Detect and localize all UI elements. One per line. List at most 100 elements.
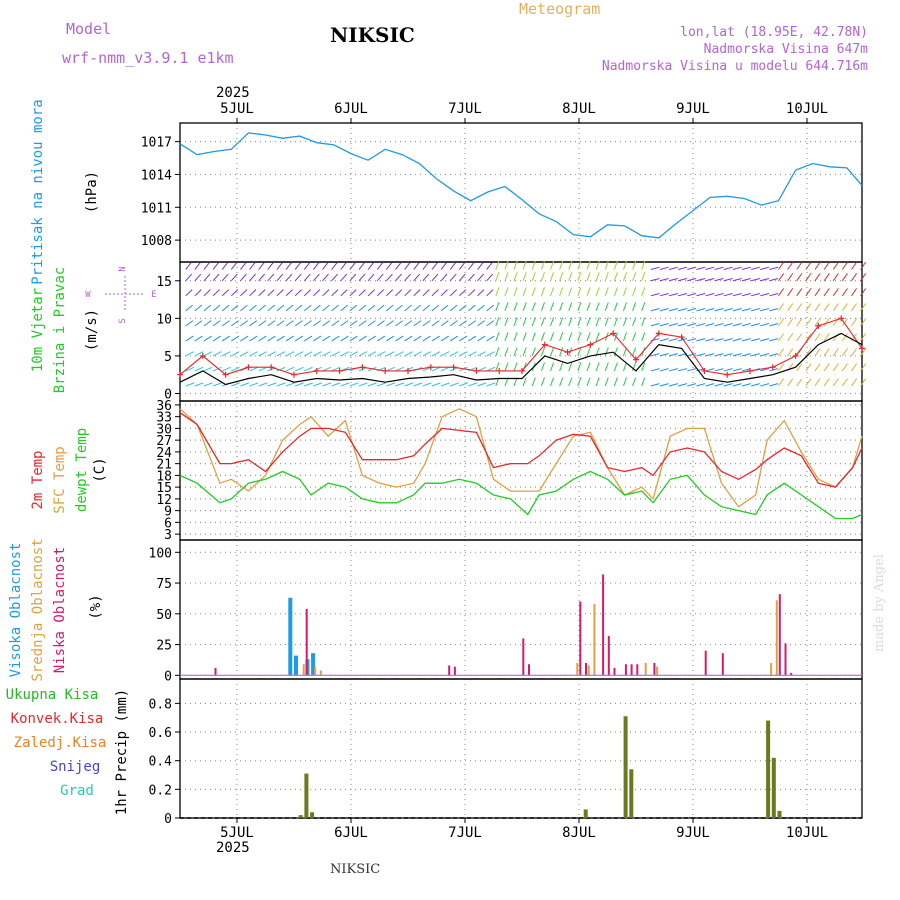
- wind-arrow: [559, 260, 564, 270]
- wind-arrow: [760, 278, 770, 282]
- wind-arrow: [385, 262, 393, 270]
- wind-arrow: [267, 289, 275, 297]
- wind-arrow: [240, 382, 250, 387]
- elevation-label: Nadmorska Visina 647m: [703, 42, 868, 57]
- wind-arrow: [449, 335, 459, 342]
- wind-arrow: [303, 304, 312, 312]
- y-tick-label: 5: [164, 350, 172, 365]
- wind-arrow: [331, 335, 340, 342]
- wind-arrow: [687, 368, 697, 372]
- wind-arrow: [413, 351, 422, 357]
- wind-arrow: [385, 273, 393, 282]
- wind-arrow: [705, 278, 715, 282]
- low-cloud-bar: [579, 601, 582, 676]
- wind-arrow: [687, 323, 697, 327]
- wind-arrow: [449, 262, 457, 270]
- wind-arrow: [769, 383, 779, 387]
- wind-arrow: [221, 351, 231, 357]
- y-tick-label: 3: [164, 528, 172, 543]
- wind-arrow: [276, 335, 285, 342]
- wind-arrow: [413, 335, 422, 342]
- wind-arrow: [386, 366, 395, 372]
- wind-arrow: [696, 278, 706, 282]
- wind-arrow: [440, 351, 450, 357]
- wind-arrow: [687, 278, 697, 282]
- wind-arrow: [276, 320, 285, 327]
- mid-cloud-bar: [587, 665, 590, 676]
- wind-arrow: [513, 362, 518, 372]
- wind-arrow: [650, 293, 660, 297]
- wind-arrow: [458, 262, 466, 270]
- wind-arrow: [422, 289, 430, 297]
- wind-arrow: [522, 260, 527, 270]
- wind-arrow: [422, 304, 431, 312]
- wind-arrow: [632, 332, 637, 342]
- wind-gust-marker: [291, 371, 297, 378]
- wind-arrow: [249, 273, 256, 282]
- wind-arrow: [340, 273, 348, 282]
- wind-arrow: [841, 363, 848, 372]
- wind-arrow: [796, 273, 803, 282]
- wind-gust-marker: [655, 330, 662, 337]
- wind-arrow: [349, 273, 357, 282]
- wind-arrow: [495, 287, 500, 296]
- wind-arrow: [705, 293, 715, 297]
- wind-arrow: [458, 289, 467, 297]
- wind-arrow: [814, 318, 821, 327]
- precip-legend-item: Grad: [60, 783, 94, 799]
- wind-arrow-field: [185, 260, 867, 387]
- wind-arrow: [240, 304, 248, 312]
- wind-arrow: [769, 266, 779, 270]
- wind-arrow: [559, 317, 564, 327]
- day-label-top: 5JUL: [220, 101, 254, 117]
- wind-arrow: [678, 266, 688, 270]
- wind-arrow: [723, 293, 733, 297]
- wind-arrow: [249, 382, 259, 387]
- wind-arrow: [632, 260, 637, 270]
- precip-bar: [623, 716, 628, 818]
- wind-arrow: [805, 303, 812, 312]
- wind-arrow: [258, 382, 268, 387]
- dewpoint-line: [179, 470, 863, 520]
- wind-arrow: [805, 348, 812, 357]
- wind-unit: (m/s): [84, 309, 100, 351]
- wind-arrow: [531, 377, 536, 387]
- low-cloud-bar: [653, 663, 656, 676]
- year-label-bottom: 2025: [216, 840, 250, 856]
- wind-arrow: [258, 320, 267, 327]
- wind-arrow: [641, 317, 646, 327]
- wind-arrow: [322, 320, 331, 327]
- wind-arrow: [632, 317, 637, 327]
- wind-arrow: [696, 383, 706, 387]
- wind-arrow: [659, 353, 669, 357]
- wind-arrow: [331, 273, 338, 282]
- wind-arrow: [440, 366, 450, 372]
- wind-arrow: [194, 304, 203, 312]
- low-cloud-bar: [214, 667, 217, 676]
- compass-west-label: W: [85, 290, 91, 300]
- wind-arrow: [358, 382, 368, 387]
- y-tick-label: 6: [164, 516, 172, 531]
- wind-arrow: [823, 363, 830, 372]
- wind-arrow: [486, 366, 496, 372]
- y-tick-label: 24: [156, 446, 172, 461]
- wind-arrow: [267, 273, 275, 282]
- wind-gust-marker: [427, 364, 434, 371]
- wind-arrow: [841, 378, 848, 387]
- wind-arrow: [622, 377, 627, 387]
- wind-arrow: [769, 323, 779, 327]
- wind-arrow: [559, 302, 564, 312]
- wind-arrow: [568, 260, 573, 270]
- wind-arrow: [540, 317, 545, 327]
- wind-arrow: [185, 335, 194, 342]
- wind-arrow: [249, 366, 259, 372]
- wind-arrow: [778, 318, 785, 327]
- wind-arrow: [395, 289, 403, 297]
- wind-arrow: [550, 377, 555, 387]
- wind-gust-marker: [405, 367, 411, 374]
- wind-arrow: [495, 332, 500, 342]
- wind-arrow: [449, 351, 459, 357]
- wind-arrow: [678, 383, 688, 387]
- compass-south-label: S: [118, 318, 128, 323]
- wind-arrow: [185, 273, 193, 282]
